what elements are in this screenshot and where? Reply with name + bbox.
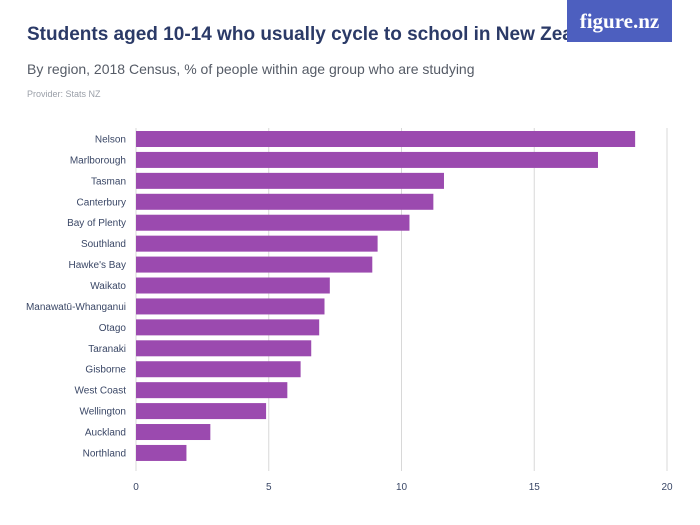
chart-subtitle: By region, 2018 Census, % of people with…	[27, 61, 475, 77]
bar	[136, 319, 320, 336]
bar	[136, 151, 598, 168]
bar	[136, 256, 373, 273]
category-label: Canterbury	[77, 197, 126, 208]
category-label: Wellington	[79, 407, 126, 418]
category-label: Southland	[81, 239, 126, 250]
x-tick-label: 5	[266, 482, 272, 493]
chart-title: Students aged 10-14 who usually cycle to…	[27, 24, 612, 45]
category-label: Otago	[99, 323, 127, 334]
x-tick-label: 15	[529, 482, 541, 493]
category-label: Nelson	[95, 135, 126, 146]
x-tick-label: 0	[133, 482, 139, 493]
category-label: Manawatū-Whanganui	[26, 302, 126, 313]
x-tick-label: 20	[661, 482, 673, 493]
category-label: Gisborne	[85, 365, 126, 376]
bar	[136, 424, 211, 441]
bar	[136, 214, 410, 231]
bar	[136, 444, 187, 461]
category-label: Auckland	[85, 428, 126, 439]
bar	[136, 298, 325, 315]
bar	[136, 382, 288, 399]
bar	[136, 277, 330, 294]
category-label: Tasman	[91, 176, 126, 187]
provider-label: Provider: Stats NZ	[27, 89, 101, 99]
bar	[136, 340, 312, 357]
category-label: Marlborough	[70, 155, 126, 166]
category-label: Northland	[83, 448, 126, 459]
bar	[136, 172, 444, 189]
bar	[136, 193, 434, 210]
category-label: West Coast	[75, 386, 127, 397]
category-label: Bay of Plenty	[67, 218, 126, 229]
category-label: Taranaki	[88, 344, 126, 355]
bar	[136, 131, 636, 147]
bar	[136, 235, 378, 252]
category-label: Hawke's Bay	[69, 260, 127, 271]
figure-nz-logo[interactable]: figure.nz	[567, 0, 672, 42]
x-tick-label: 10	[396, 482, 408, 493]
bar	[136, 361, 301, 378]
category-label: Waikato	[90, 281, 126, 292]
bar	[136, 403, 267, 420]
